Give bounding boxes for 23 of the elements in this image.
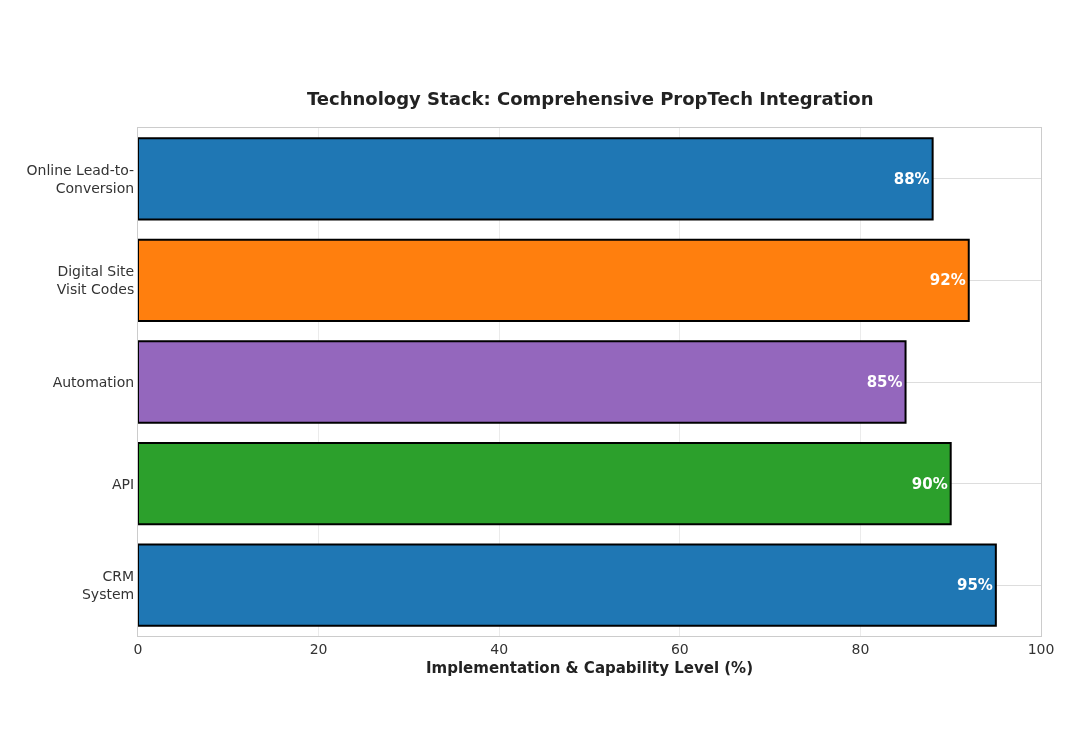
y-tick-label: Digital Site Visit Codes [56, 263, 135, 298]
data-label: 92% [929, 271, 966, 290]
y-tick-label: Automation [52, 373, 135, 390]
data-label: 95% [956, 576, 993, 595]
bar [138, 340, 907, 424]
data-label: 85% [866, 373, 903, 391]
x-tick-label: 20 [309, 640, 328, 657]
bar [138, 543, 997, 627]
x-tick-label: 100 [1027, 640, 1055, 657]
x-tick-label: 80 [851, 640, 870, 657]
x-tick-label: 0 [133, 640, 143, 657]
bar [138, 137, 934, 221]
data-label: 88% [893, 169, 930, 188]
chart-title: Technology Stack: Comprehensive PropTech Integration [306, 87, 874, 109]
y-tick-label: CRM System [81, 568, 135, 603]
x-tick-label: 40 [490, 640, 509, 657]
x-axis-title: Implementation & Capability Level (%) [426, 658, 753, 677]
data-label: 90% [911, 474, 948, 493]
bar [138, 441, 952, 526]
y-tick-label: Online Lead-to- Conversion [26, 161, 135, 196]
y-tick-label: API [112, 475, 135, 492]
x-tick-label: 60 [670, 640, 689, 657]
bar [138, 238, 970, 323]
